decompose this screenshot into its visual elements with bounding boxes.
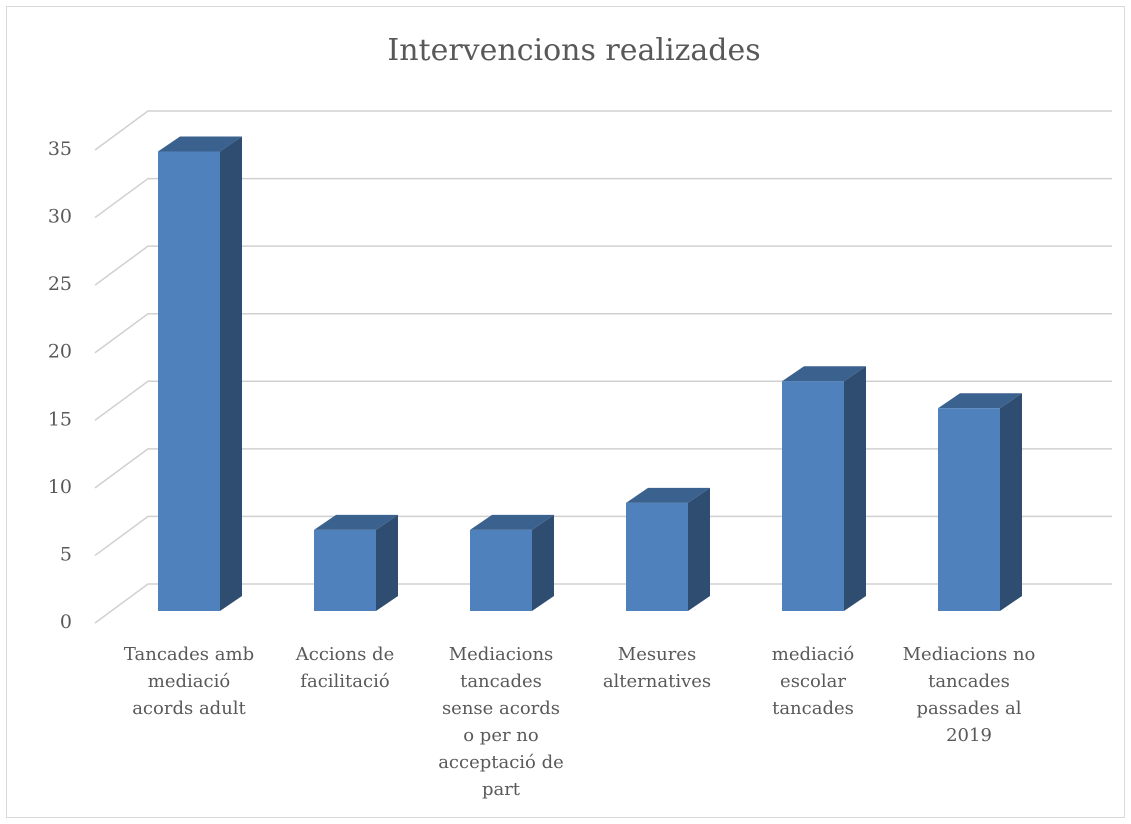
bar-top	[782, 366, 866, 382]
y-tick-label: 0	[60, 611, 72, 633]
bar-side	[688, 487, 710, 611]
bar-side	[220, 136, 242, 611]
y-tick-label: 30	[48, 206, 72, 228]
bar	[626, 502, 688, 611]
bar	[470, 529, 532, 611]
y-tick-label: 15	[48, 408, 72, 430]
bar-top	[158, 136, 242, 152]
x-tick-label: Mesures alternatives	[602, 644, 712, 692]
grid-line	[94, 177, 1112, 219]
x-tick-label: Accions de facilitació	[295, 644, 395, 692]
bar	[782, 381, 844, 611]
y-tick-label: 5	[60, 543, 72, 565]
y-tick-label: 10	[48, 476, 72, 498]
bar	[314, 529, 376, 611]
bar-side	[844, 366, 866, 611]
y-tick-label: 20	[48, 341, 72, 363]
x-tick-label: mediació escolar tancades	[771, 644, 855, 719]
chart-title: Intervencions realizades	[387, 33, 760, 68]
bar-side	[532, 514, 554, 611]
bar-side	[376, 514, 398, 611]
bar-top	[626, 487, 710, 503]
bar	[158, 151, 220, 611]
bar-side	[1000, 393, 1022, 611]
bar-top	[314, 514, 398, 530]
grid-line	[94, 312, 1112, 354]
bar-top	[470, 514, 554, 530]
y-tick-label: 35	[48, 138, 72, 160]
grid-line	[94, 245, 1112, 286]
x-tick-label: Mediacions no tancades passades al 2019	[902, 644, 1036, 746]
y-tick-label: 25	[48, 273, 72, 295]
bar-top	[938, 393, 1022, 409]
bar	[938, 408, 1000, 611]
x-tick-label: Mediacions tancades sense acords o per n…	[438, 644, 564, 800]
grid-line	[94, 110, 1112, 151]
x-tick-label: Tancades amb mediació acords adult	[123, 644, 255, 719]
